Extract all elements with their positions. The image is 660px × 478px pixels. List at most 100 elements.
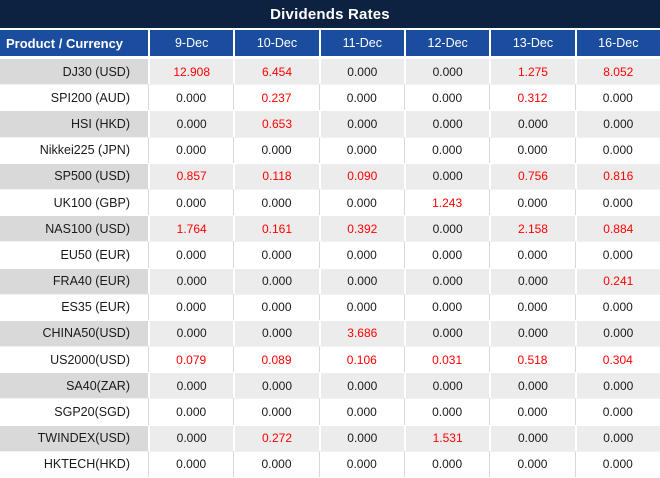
header-row: Product / Currency 9-Dec 10-Dec 11-Dec 12-D… (0, 30, 660, 58)
value-cell: 0.000 (148, 267, 234, 294)
table-row: SGP20(SGD) 0.000 0.000 0.000 0.000 0.000 0.000 (0, 398, 660, 425)
value-cell: 0.000 (318, 267, 404, 294)
value-cell: 1.243 (403, 188, 490, 216)
product-cell: TWINDEX(USD) (0, 424, 148, 451)
table-row: CHINA50(USD) 0.000 0.000 3.686 0.000 0.000 0.0… (0, 319, 660, 347)
value-cell: 0.000 (148, 293, 234, 320)
value-cell: 0.000 (403, 58, 490, 85)
value-cell: 0.000 (233, 241, 319, 268)
value-cell: 1.275 (489, 58, 575, 85)
value-cell: 0.392 (318, 215, 404, 242)
table-row: DJ30 (USD) 12.908 6.454 0.000 0.000 1.275 8.05… (0, 58, 660, 85)
date-header: 12-Dec (403, 30, 490, 58)
date-header: 9-Dec (148, 30, 234, 58)
value-cell: 0.756 (489, 162, 575, 189)
value-cell: 0.000 (148, 398, 234, 425)
value-cell: 0.000 (403, 450, 490, 477)
value-cell: 0.884 (574, 215, 660, 242)
value-cell: 0.000 (233, 136, 319, 163)
value-cell: 0.272 (233, 424, 319, 451)
value-cell: 0.000 (574, 188, 660, 216)
table-row: Nikkei225 (JPN) 0.000 0.000 0.000 0.000 0.000… (0, 136, 660, 163)
value-cell: 0.000 (489, 424, 575, 451)
table-row: FRA40 (EUR) 0.000 0.000 0.000 0.000 0.000 0.24… (0, 267, 660, 294)
value-cell: 0.000 (574, 84, 660, 111)
value-cell: 0.000 (403, 267, 490, 294)
product-cell: SP500 (USD) (0, 162, 148, 189)
value-cell: 0.000 (403, 241, 490, 268)
table-row: SP500 (USD) 0.857 0.118 0.090 0.000 0.756 0.81… (0, 162, 660, 189)
table-row: SPI200 (AUD) 0.000 0.237 0.000 0.000 0.312 0.0… (0, 84, 660, 111)
value-cell: 0.000 (233, 293, 319, 320)
value-cell: 0.000 (318, 188, 404, 216)
value-cell: 0.106 (318, 346, 404, 373)
value-cell: 1.531 (403, 424, 490, 451)
value-cell: 0.000 (574, 293, 660, 320)
table-row: HKTECH(HKD) 0.000 0.000 0.000 0.000 0.000 0.00… (0, 450, 660, 477)
table-row: US2000(USD) 0.079 0.089 0.106 0.031 0.518 0.30… (0, 346, 660, 373)
value-cell: 0.000 (148, 188, 234, 216)
value-cell: 0.000 (318, 293, 404, 320)
table-row: ES35 (EUR) 0.000 0.000 0.000 0.000 0.000 0.000 (0, 293, 660, 320)
value-cell: 0.000 (403, 372, 490, 399)
table-title: Dividends Rates (0, 0, 660, 30)
value-cell: 0.000 (318, 136, 404, 163)
value-cell: 0.857 (148, 162, 234, 189)
value-cell: 0.518 (489, 346, 575, 373)
value-cell: 0.304 (574, 346, 660, 373)
value-cell: 0.000 (489, 372, 575, 399)
table-row: NAS100 (USD) 1.764 0.161 0.392 0.000 2.158 0.8… (0, 215, 660, 242)
date-header: 16-Dec (574, 30, 660, 58)
product-cell: CHINA50(USD) (0, 319, 148, 347)
rates-table: Product / Currency 9-Dec 10-Dec 11-Dec 12-D… (0, 30, 660, 477)
value-cell: 0.000 (403, 398, 490, 425)
product-currency-header: Product / Currency (0, 30, 148, 58)
value-cell: 0.000 (489, 136, 575, 163)
value-cell: 0.000 (233, 372, 319, 399)
value-cell: 0.000 (148, 241, 234, 268)
value-cell: 2.158 (489, 215, 575, 242)
table-row: TWINDEX(USD) 0.000 0.272 0.000 1.531 0.000 0.0… (0, 424, 660, 451)
value-cell: 0.000 (318, 450, 404, 477)
value-cell: 0.000 (489, 241, 575, 268)
value-cell: 0.000 (574, 372, 660, 399)
date-header: 11-Dec (318, 30, 404, 58)
value-cell: 0.000 (574, 398, 660, 425)
table-row: SA40(ZAR) 0.000 0.000 0.000 0.000 0.000 0.000 (0, 372, 660, 399)
value-cell: 0.000 (403, 136, 490, 163)
value-cell: 0.000 (489, 110, 575, 137)
value-cell: 0.000 (403, 110, 490, 137)
table-row: EU50 (EUR) 0.000 0.000 0.000 0.000 0.000 0.000 (0, 241, 660, 268)
value-cell: 0.000 (403, 84, 490, 111)
value-cell: 0.000 (148, 110, 234, 137)
value-cell: 0.000 (403, 319, 490, 347)
value-cell: 0.000 (574, 136, 660, 163)
value-cell: 0.000 (233, 267, 319, 294)
date-header: 10-Dec (233, 30, 319, 58)
value-cell: 0.000 (318, 241, 404, 268)
product-cell: ES35 (EUR) (0, 293, 148, 320)
value-cell: 0.000 (574, 110, 660, 137)
product-cell: UK100 (GBP) (0, 188, 148, 216)
product-cell: FRA40 (EUR) (0, 267, 148, 294)
value-cell: 0.241 (574, 267, 660, 294)
value-cell: 0.237 (233, 84, 319, 111)
value-cell: 1.764 (148, 215, 234, 242)
product-cell: Nikkei225 (JPN) (0, 136, 148, 163)
value-cell: 0.000 (489, 293, 575, 320)
value-cell: 0.000 (148, 372, 234, 399)
table-row: HSI (HKD) 0.000 0.653 0.000 0.000 0.000 0.000 (0, 110, 660, 137)
value-cell: 0.000 (233, 319, 319, 347)
product-cell: DJ30 (USD) (0, 58, 148, 85)
value-cell: 0.000 (574, 450, 660, 477)
value-cell: 0.000 (318, 84, 404, 111)
value-cell: 0.118 (233, 162, 319, 189)
value-cell: 0.000 (489, 188, 575, 216)
value-cell: 8.052 (574, 58, 660, 85)
value-cell: 0.000 (403, 215, 490, 242)
value-cell: 0.000 (148, 84, 234, 111)
table-row: UK100 (GBP) 0.000 0.000 0.000 1.243 0.000 0.00… (0, 188, 660, 216)
value-cell: 0.000 (318, 110, 404, 137)
value-cell: 0.000 (148, 136, 234, 163)
